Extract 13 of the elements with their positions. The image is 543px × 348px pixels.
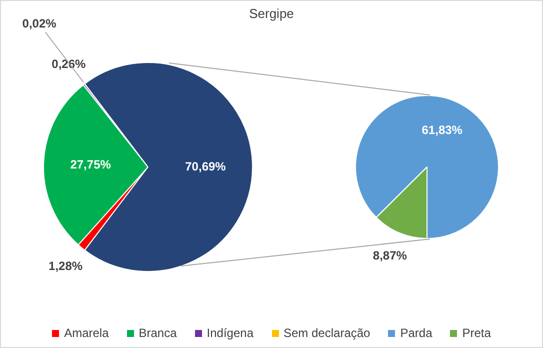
legend-label: Amarela	[64, 326, 109, 340]
data-label: 61,83%	[422, 123, 463, 138]
legend-label: Sem declaração	[284, 326, 370, 340]
data-label: 1,28%	[48, 259, 83, 274]
data-label: 70,69%	[185, 159, 226, 174]
legend-label: Indígena	[206, 326, 254, 340]
legend-label: Preta	[462, 326, 491, 340]
chart-title: Sergipe	[249, 6, 294, 21]
legend-label: Parda	[400, 326, 432, 340]
data-label: 0,02%	[22, 16, 57, 30]
data-label: 8,87%	[372, 248, 408, 262]
data-label: 0,26%	[52, 56, 86, 71]
legend-label: Branca	[138, 326, 177, 340]
